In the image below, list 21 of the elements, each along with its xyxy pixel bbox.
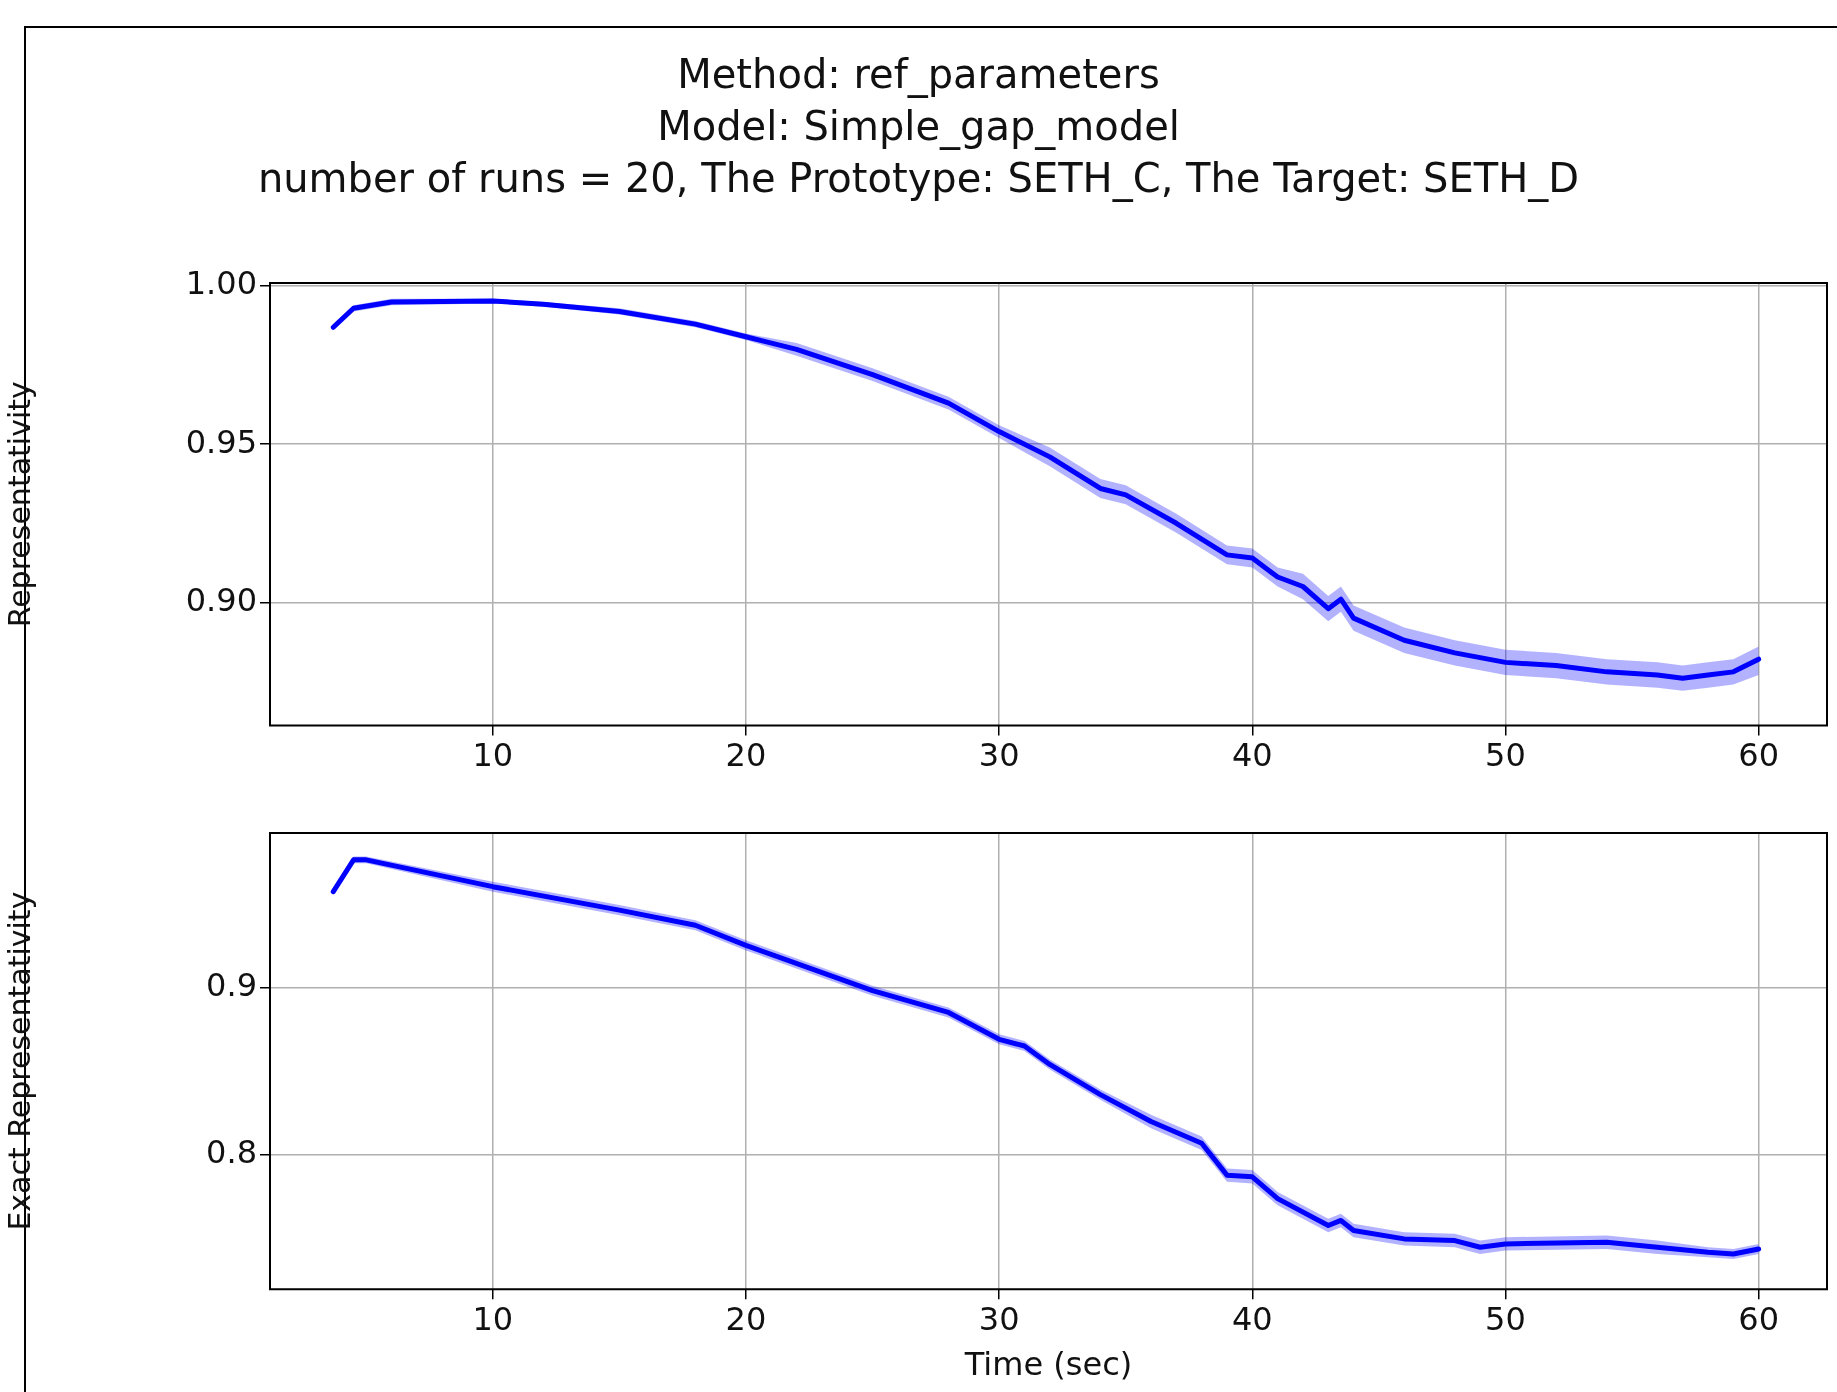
y-axis-title: Exact Representativity	[1, 891, 37, 1231]
y-axis-title: Representativity	[1, 381, 37, 628]
y-tick-label: 0.95	[185, 422, 257, 461]
x-tick-label: 20	[725, 1299, 767, 1338]
x-tick-label: 10	[472, 1299, 514, 1338]
x-tick-label: 40	[1231, 736, 1273, 775]
x-tick-label: 50	[1485, 736, 1526, 775]
x-tick-label: 60	[1738, 1299, 1779, 1338]
x-tick-label: 30	[978, 736, 1020, 775]
x-tick-label: 10	[472, 736, 514, 775]
x-tick-label: 40	[1231, 1299, 1273, 1338]
y-tick-label: 0.90	[185, 580, 257, 619]
y-tick-label: 1.00	[185, 264, 257, 303]
x-tick-label: 60	[1738, 736, 1779, 775]
x-tick-label: 20	[725, 736, 767, 775]
y-tick-label: 0.8	[206, 1133, 257, 1172]
y-tick-label: 0.9	[206, 965, 257, 1004]
x-axis-title: Time (sec)	[963, 1345, 1133, 1384]
x-tick-label: 50	[1485, 1299, 1526, 1338]
chart-title: Method: ref_parameters Model: Simple_gap_model number of runs = 20, The Prototype: SETH_C, The Target: SETH_D	[256, 50, 1581, 204]
x-tick-label: 30	[978, 1299, 1020, 1338]
